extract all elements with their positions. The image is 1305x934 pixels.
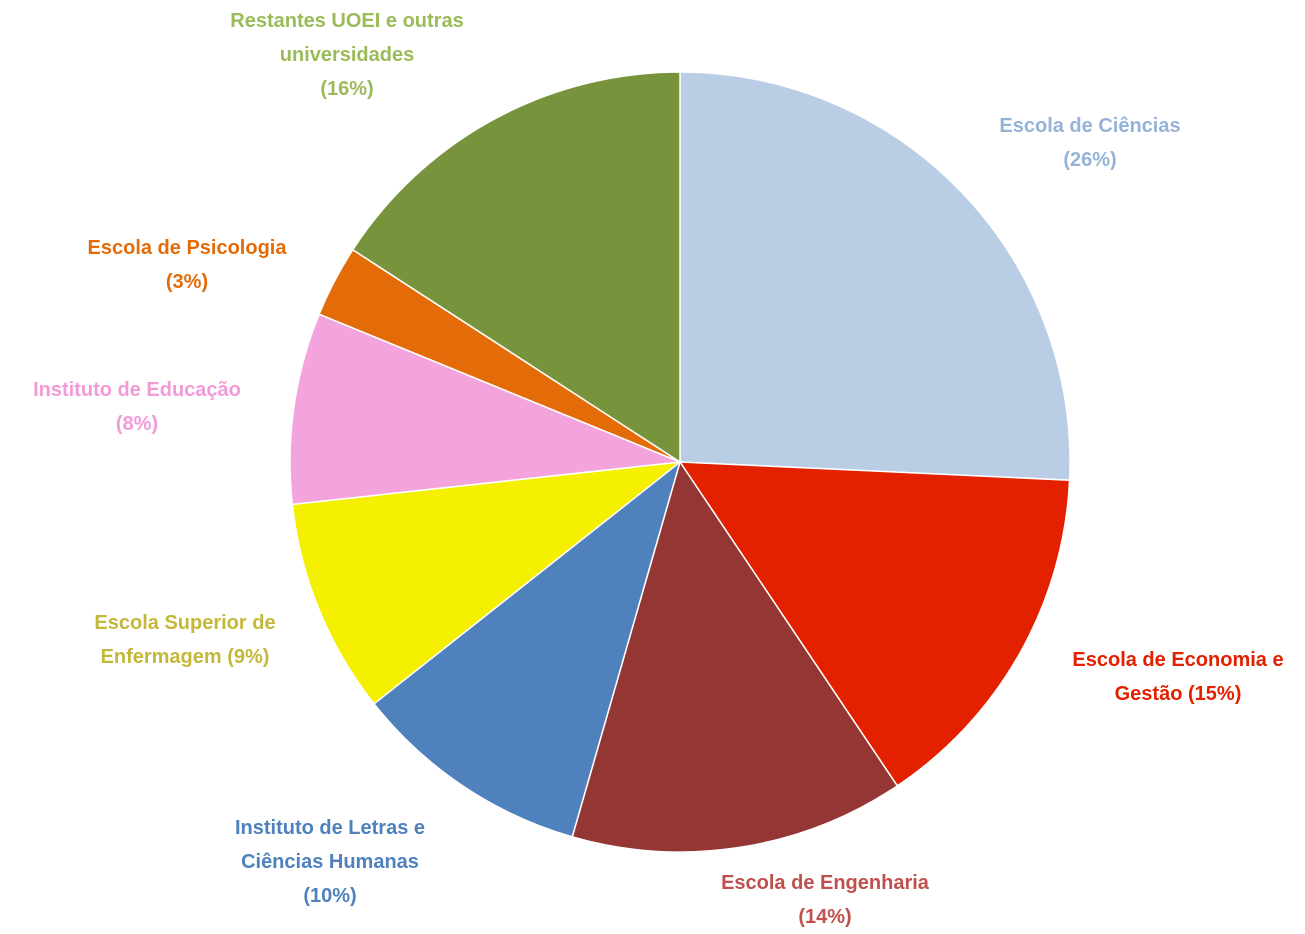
value-label: (8%) [115, 413, 159, 435]
category-label: Escola de Economia e Gestão [1072, 649, 1284, 705]
pie-slice [372, 459, 682, 838]
category-label: Escola Superior de Enfermagem [94, 612, 276, 668]
slice-label: Escola Superior de Enfermagem (9%) [60, 606, 310, 674]
pie-slice [291, 460, 683, 705]
category-label: Escola de Ciências [999, 115, 1181, 137]
value-label: (10%) [303, 885, 357, 907]
category-label: Instituto de Letras e Ciências Humanas [234, 817, 426, 873]
pie-slice [289, 313, 681, 506]
value-label: (14%) [798, 906, 852, 928]
category-label: Escola de Engenharia [721, 872, 929, 894]
value-label: (16%) [320, 78, 374, 100]
slice-label: Restantes UOEI e outras universidades (1… [212, 4, 482, 106]
slice-label: Escola de Ciências (26%) [970, 109, 1210, 177]
value-label: (3%) [165, 271, 209, 293]
value-label: (9%) [227, 646, 270, 668]
slice-label: Instituto de Letras e Ciências Humanas (… [195, 811, 465, 913]
slice-label: Escola de Economia e Gestão (15%) [1043, 643, 1305, 711]
value-label: (26%) [1063, 149, 1117, 171]
slice-label: Escola de Engenharia (14%) [665, 866, 985, 934]
category-label: Instituto de Educação [33, 379, 241, 401]
pie-slice [571, 460, 899, 853]
category-label: Escola de Psicologia [87, 237, 287, 259]
pie-slice [351, 71, 681, 464]
slice-label: Escola de Psicologia (3%) [37, 231, 337, 299]
value-label: (15%) [1188, 683, 1242, 705]
pie-slice [678, 461, 1071, 787]
pie-slice [679, 71, 1071, 481]
category-label: Restantes UOEI e outras universidades [230, 10, 464, 66]
slice-label: Instituto de Educação (8%) [0, 373, 287, 441]
